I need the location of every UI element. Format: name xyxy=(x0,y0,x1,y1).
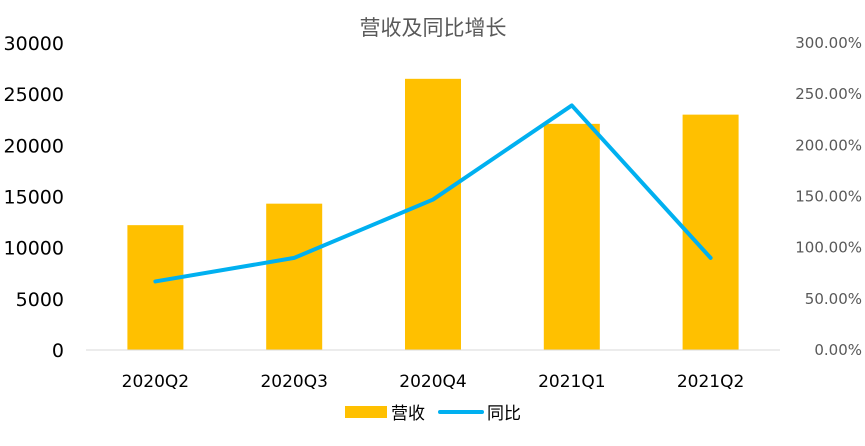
x-tick-label: 2020Q2 xyxy=(122,372,189,392)
bar-series xyxy=(127,78,739,351)
y-right-tick-label: 200.00% xyxy=(795,136,862,154)
x-tick-label: 2021Q1 xyxy=(538,372,605,392)
y-left-tick-label: 10000 xyxy=(4,238,64,260)
y-axis-right: 0.00% 50.00% 100.00% 150.00% 200.00% 250.00% 3… xyxy=(795,34,862,359)
y-left-tick-label: 0 xyxy=(52,340,64,362)
series-line xyxy=(153,103,713,284)
x-tick-label: 2020Q3 xyxy=(260,372,327,392)
x-axis: 2020Q2 2020Q3 2020Q4 2021Q1 2021Q2 xyxy=(122,372,745,392)
y-axis-left: 0 5000 10000 15000 20000 25000 30000 xyxy=(4,33,64,362)
y-right-tick-label: 0.00% xyxy=(814,341,862,359)
y-left-tick-label: 20000 xyxy=(4,135,64,157)
y-left-tick-label: 25000 xyxy=(4,84,64,106)
y-right-tick-label: 250.00% xyxy=(795,85,862,103)
bar xyxy=(405,78,461,351)
line-series xyxy=(153,103,713,284)
bar xyxy=(266,203,323,350)
x-tick-label: 2021Q2 xyxy=(677,372,744,392)
bar xyxy=(682,114,739,350)
y-right-tick-label: 300.00% xyxy=(795,34,862,52)
legend-label-line: 同比 xyxy=(487,404,521,424)
y-left-tick-label: 15000 xyxy=(4,187,64,209)
x-tick-label: 2020Q4 xyxy=(399,372,466,392)
legend-swatch-bar xyxy=(345,406,387,418)
legend: 营收 同比 xyxy=(345,404,521,424)
bar xyxy=(127,225,184,350)
y-right-tick-label: 150.00% xyxy=(795,188,862,206)
chart-title: 营收及同比增长 xyxy=(360,16,507,40)
y-right-tick-label: 100.00% xyxy=(795,239,862,257)
y-left-tick-label: 30000 xyxy=(4,33,64,55)
bar xyxy=(543,123,600,351)
legend-label-bar: 营收 xyxy=(391,404,425,424)
y-right-tick-label: 50.00% xyxy=(805,290,862,308)
y-left-tick-label: 5000 xyxy=(16,289,64,311)
